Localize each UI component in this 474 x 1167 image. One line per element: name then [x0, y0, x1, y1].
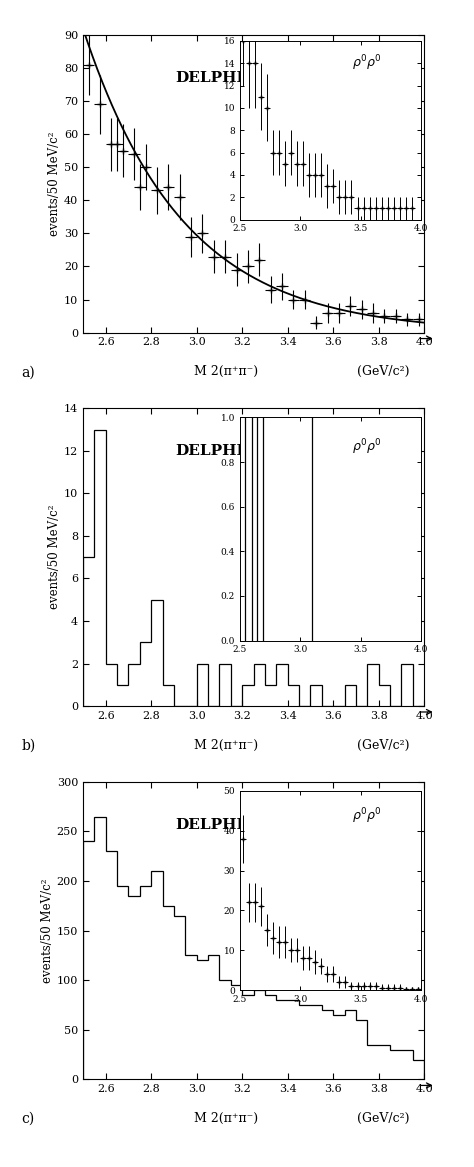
Text: DELPHI: DELPHI: [175, 71, 244, 85]
Text: c): c): [21, 1112, 35, 1126]
Text: DELPHI: DELPHI: [175, 445, 244, 459]
Text: (GeV/c²): (GeV/c²): [357, 365, 410, 378]
Text: M 2(π⁺π⁻): M 2(π⁺π⁻): [194, 739, 258, 752]
Text: M 2(π⁺π⁻): M 2(π⁺π⁻): [194, 365, 258, 378]
Text: b): b): [21, 739, 36, 753]
Text: (GeV/c²): (GeV/c²): [357, 1112, 410, 1125]
Text: DELPHI: DELPHI: [175, 818, 244, 832]
Y-axis label: events/50 MeV/c²: events/50 MeV/c²: [48, 505, 61, 609]
Text: M 2(π⁺π⁻): M 2(π⁺π⁻): [194, 1112, 258, 1125]
Text: a): a): [21, 365, 35, 379]
Y-axis label: events/50 MeV/c²: events/50 MeV/c²: [48, 132, 61, 236]
Y-axis label: events/50 MeV/c²: events/50 MeV/c²: [41, 879, 54, 983]
Text: (GeV/c²): (GeV/c²): [357, 739, 410, 752]
